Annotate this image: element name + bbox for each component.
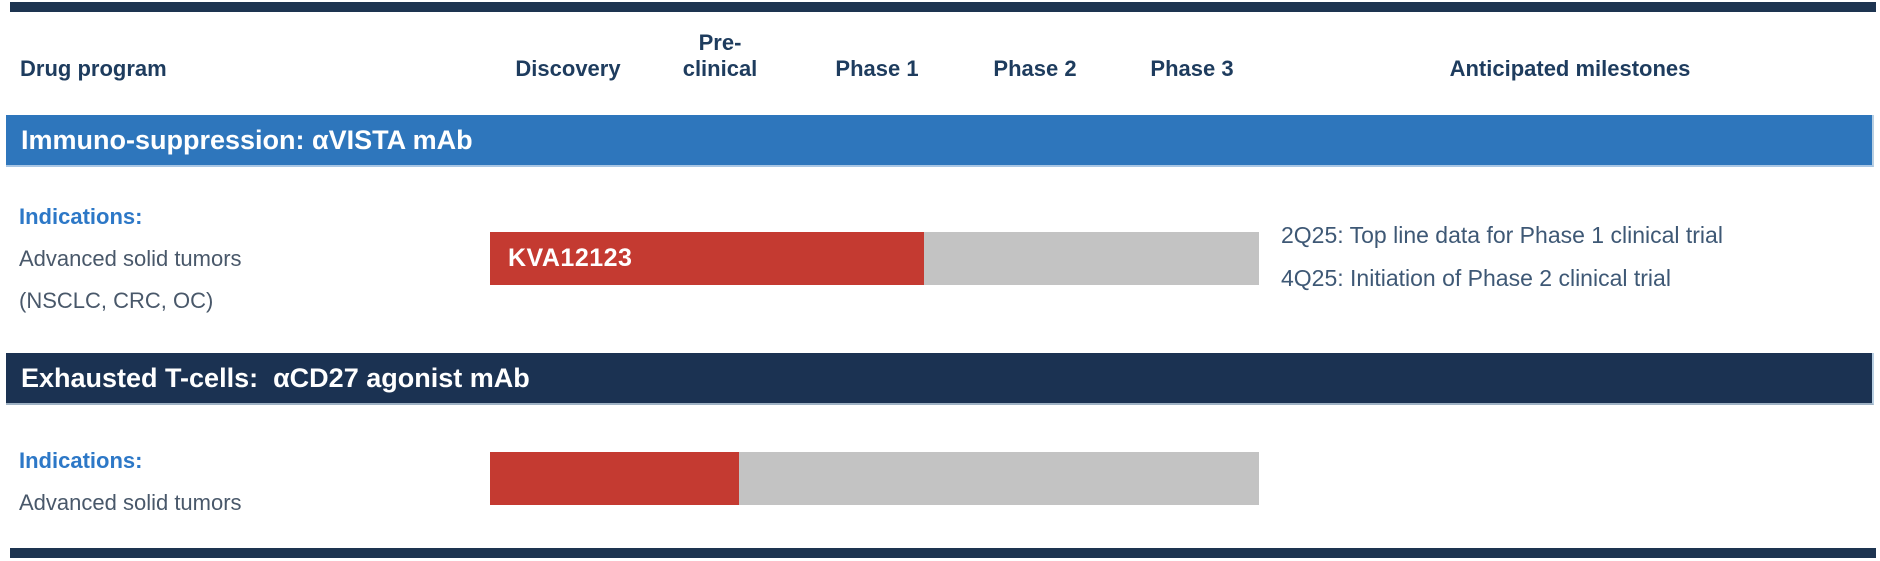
column-header-phase-2: Phase 2 xyxy=(993,56,1077,81)
milestone-line-4q25: 4Q25: Initiation of Phase 2 clinical tri… xyxy=(1281,265,1671,291)
program-banner-label: Immuno-suppression: αVISTA mAb xyxy=(21,124,473,155)
top-divider xyxy=(10,2,1876,12)
program-banner-exhausted-t-cells: Exhausted T-cells: αCD27 agonist mAb xyxy=(6,353,1874,405)
program-banner-immuno-suppression: Immuno-suppression: αVISTA mAb xyxy=(6,115,1874,167)
column-header-preclinical: Pre- clinical xyxy=(682,30,758,81)
column-header-discovery: Discovery xyxy=(515,56,621,81)
indication-line: (NSCLC, CRC, OC) xyxy=(19,288,214,313)
column-header-phase-1: Phase 1 xyxy=(835,56,919,81)
milestones-block: 2Q25: Top line data for Phase 1 clinical… xyxy=(1281,214,1723,300)
program-banner-label: Exhausted T-cells: αCD27 agonist mAb xyxy=(21,362,530,393)
progress-fill-kva12123: KVA12123 xyxy=(490,232,924,285)
column-header-phase-3: Phase 3 xyxy=(1150,56,1234,81)
indications-label: Indications: xyxy=(19,448,143,473)
progress-fill-cd27 xyxy=(490,452,740,505)
indications-block-1: Indications: Advanced solid tumors (NSCL… xyxy=(19,196,242,322)
indication-line: Advanced solid tumors xyxy=(19,490,242,515)
column-header-anticipated-milestones: Anticipated milestones xyxy=(1449,56,1691,81)
progress-track-cd27 xyxy=(490,452,1259,505)
column-header-drug-program: Drug program xyxy=(20,56,167,81)
bottom-divider xyxy=(10,548,1876,558)
progress-track-kva12123: KVA12123 xyxy=(490,232,1259,285)
indications-label: Indications: xyxy=(19,204,143,229)
indications-block-2: Indications: Advanced solid tumors xyxy=(19,440,242,524)
milestone-line-2q25: 2Q25: Top line data for Phase 1 clinical… xyxy=(1281,222,1723,248)
bar-label-kva12123: KVA12123 xyxy=(508,244,633,272)
indication-line: Advanced solid tumors xyxy=(19,246,242,271)
